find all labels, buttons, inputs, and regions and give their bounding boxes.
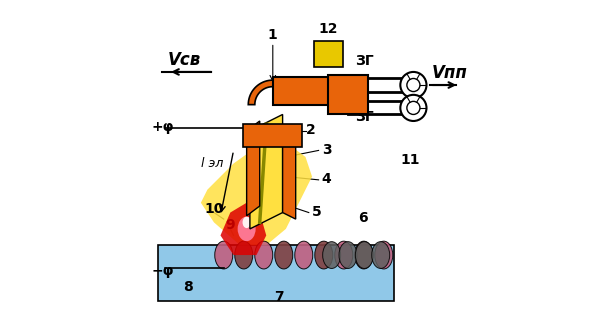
Text: 8: 8 xyxy=(183,280,192,294)
Ellipse shape xyxy=(355,241,373,269)
Text: 7: 7 xyxy=(274,290,284,304)
Text: 6: 6 xyxy=(358,211,367,225)
Text: 9: 9 xyxy=(225,218,235,232)
Polygon shape xyxy=(283,131,296,219)
Ellipse shape xyxy=(371,242,390,268)
Text: l эл: l эл xyxy=(201,157,223,170)
Polygon shape xyxy=(247,121,260,216)
Ellipse shape xyxy=(275,241,293,269)
Ellipse shape xyxy=(214,241,233,269)
Text: 2: 2 xyxy=(306,123,315,137)
FancyBboxPatch shape xyxy=(158,245,394,301)
Text: 10: 10 xyxy=(204,201,224,215)
Ellipse shape xyxy=(238,217,255,241)
Ellipse shape xyxy=(315,241,333,269)
Polygon shape xyxy=(201,137,312,245)
Circle shape xyxy=(400,72,426,98)
Ellipse shape xyxy=(323,242,341,268)
Ellipse shape xyxy=(235,241,253,269)
Text: −φ: −φ xyxy=(152,264,174,278)
FancyBboxPatch shape xyxy=(313,41,343,67)
Polygon shape xyxy=(221,203,266,255)
FancyBboxPatch shape xyxy=(328,75,368,114)
Ellipse shape xyxy=(295,241,313,269)
Text: Vпп: Vпп xyxy=(431,64,467,82)
Polygon shape xyxy=(243,124,302,147)
Text: 1: 1 xyxy=(268,28,277,42)
Text: 11: 11 xyxy=(400,152,420,166)
Ellipse shape xyxy=(255,241,273,269)
Text: +φ: +φ xyxy=(152,120,174,134)
Ellipse shape xyxy=(243,216,251,228)
Ellipse shape xyxy=(335,241,353,269)
Text: ЗГ: ЗГ xyxy=(355,54,374,68)
Text: 5: 5 xyxy=(312,205,322,219)
Text: Vсв: Vсв xyxy=(168,51,201,69)
Polygon shape xyxy=(248,80,273,105)
Ellipse shape xyxy=(375,241,393,269)
Circle shape xyxy=(400,95,426,121)
FancyBboxPatch shape xyxy=(273,77,345,105)
Text: 3: 3 xyxy=(322,143,332,157)
Polygon shape xyxy=(250,114,283,229)
Text: 12: 12 xyxy=(319,22,338,36)
Ellipse shape xyxy=(356,242,373,268)
Text: 4: 4 xyxy=(322,172,332,186)
Ellipse shape xyxy=(339,242,357,268)
Text: ЗГ: ЗГ xyxy=(355,110,374,124)
